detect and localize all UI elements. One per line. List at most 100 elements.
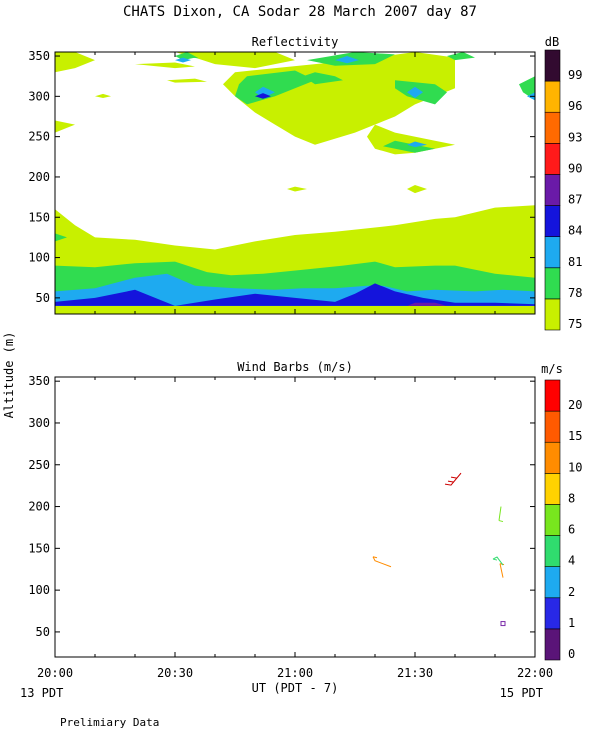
wind-colorbar-label: 6 (568, 523, 575, 537)
wind-barb (500, 621, 506, 627)
wind-barbs-frame (54, 376, 536, 658)
wind-colorbar-unit: m/s (541, 362, 563, 376)
wind-barb (444, 472, 462, 486)
reflectivity-colorbar-label: 96 (568, 99, 582, 113)
wind-barb-line (444, 472, 462, 486)
reflectivity-colorbar-swatch (544, 111, 561, 144)
wind-barb-flag (450, 476, 458, 479)
wind-x-tick-label: 21:30 (397, 666, 433, 680)
contour-78-db-1 (55, 233, 67, 242)
y-axis-label: Altitude (m) (2, 332, 16, 419)
wind-colorbar-swatch (544, 504, 561, 536)
contour-78-db-3 (235, 70, 315, 105)
end-local-time-note: 15 PDT (500, 686, 543, 700)
wind-x-tick-label: 22:00 (517, 666, 553, 680)
reflectivity-colorbar-swatch (544, 174, 561, 206)
wind-colorbar-swatch (544, 628, 561, 661)
contour-75-db-11 (287, 186, 307, 192)
wind-colorbar-swatch (544, 535, 561, 567)
contour-81-db-3 (407, 86, 423, 98)
reflectivity-colorbar-swatch (544, 298, 561, 331)
contour-81-db-4 (407, 141, 427, 148)
wind-barb-line (372, 556, 392, 568)
reflectivity-colorbar-swatch (544, 143, 561, 175)
wind-barb-line (492, 556, 504, 566)
wind-x-tick-label: 20:00 (37, 666, 73, 680)
reflectivity-y-tick-label: 100 (28, 251, 50, 265)
reflectivity-colorbar-swatch (544, 267, 561, 300)
wind-colorbar-label: 1 (568, 616, 575, 630)
reflectivity-colorbar-label: 87 (568, 193, 582, 207)
reflectivity-colorbar-label: 99 (568, 68, 582, 82)
wind-y-tick-label: 300 (28, 416, 50, 430)
reflectivity-colorbar-label: 84 (568, 224, 582, 238)
start-local-time-note: 13 PDT (20, 686, 63, 700)
x-axis-label: UT (PDT - 7) (252, 681, 339, 695)
wind-barb (372, 556, 392, 568)
wind-barb (499, 563, 505, 578)
contour-81-db-6 (335, 56, 359, 64)
wind-y-tick-label: 150 (28, 541, 50, 555)
wind-colorbar-label: 10 (568, 460, 582, 474)
wind-colorbar-label: 0 (568, 647, 575, 661)
wind-colorbar-swatch (544, 566, 561, 599)
wind-barb-calm (500, 621, 506, 627)
contour-75-db-6 (395, 60, 435, 81)
contour-78-db-4 (303, 72, 343, 85)
contour-81-db-2 (175, 57, 191, 63)
wind-colorbar-label: 20 (568, 398, 582, 412)
wind-y-tick-label: 200 (28, 500, 50, 514)
contour-78-db-8 (447, 52, 475, 61)
reflectivity-y-tick-label: 250 (28, 130, 50, 144)
wind-barb-flag (492, 558, 498, 561)
contour-75-db-12 (407, 185, 427, 194)
figure-title: CHATS Dixon, CA Sodar 28 March 2007 day … (123, 4, 477, 20)
wind-barb-flag (498, 520, 504, 523)
reflectivity-panel: Reflectivity 50 100 150 200 250 300 350 75 78 81… (28, 35, 582, 331)
reflectivity-colorbar-label: 75 (568, 317, 582, 331)
reflectivity-colorbar-label: 90 (568, 161, 582, 175)
wind-colorbar-swatch (544, 473, 561, 505)
wind-x-tick-label: 21:00 (277, 666, 313, 680)
wind-barb (492, 556, 504, 566)
contour-75-db-4 (175, 52, 295, 69)
contour-84-db-1 (255, 93, 271, 99)
wind-barb-line (499, 563, 504, 578)
wind-y-tick-label: 50 (36, 625, 50, 639)
contour-84-db-0 (55, 283, 535, 306)
reflectivity-colorbar-label: 81 (568, 255, 582, 269)
wind-barbs-title: Wind Barbs (m/s) (237, 360, 353, 374)
reflectivity-colorbar-swatch (544, 205, 561, 237)
contour-75-db-2 (135, 62, 195, 69)
wind-x-tick-label: 20:30 (157, 666, 193, 680)
reflectivity-y-tick-label: 150 (28, 210, 50, 224)
wind-barb-line (498, 506, 502, 521)
reflectivity-y-tick-label: 200 (28, 170, 50, 184)
wind-colorbar-swatch (544, 441, 561, 474)
wind-colorbar-swatch (544, 379, 561, 412)
reflectivity-colorbar-label: 93 (568, 130, 582, 144)
wind-barb-flag (372, 556, 378, 559)
reflectivity-y-tick-label: 300 (28, 89, 50, 103)
reflectivity-title: Reflectivity (252, 35, 339, 49)
wind-barb (498, 506, 504, 523)
wind-colorbar-label: 15 (568, 429, 582, 443)
reflectivity-colorbar-swatch (544, 80, 561, 113)
wind-colorbar-label: 2 (568, 585, 575, 599)
wind-colorbar-label: 8 (568, 491, 575, 505)
contour-78-db-10 (175, 52, 199, 59)
reflectivity-colorbar-swatch (544, 236, 561, 269)
wind-barb-flag (447, 480, 455, 483)
contour-75-db-1 (55, 52, 95, 73)
reflectivity-colorbar-label: 78 (568, 286, 582, 300)
preliminary-data-note: Prelimiary Data (60, 716, 159, 729)
reflectivity-y-tick-label: 50 (36, 291, 50, 305)
reflectivity-contours (55, 52, 535, 314)
contour-75-db-3 (55, 120, 75, 133)
contour-78-db-6 (383, 140, 435, 153)
wind-colorbar-swatch (544, 597, 561, 630)
contour-75-db-13 (519, 217, 535, 230)
wind-y-tick-label: 350 (28, 374, 50, 388)
